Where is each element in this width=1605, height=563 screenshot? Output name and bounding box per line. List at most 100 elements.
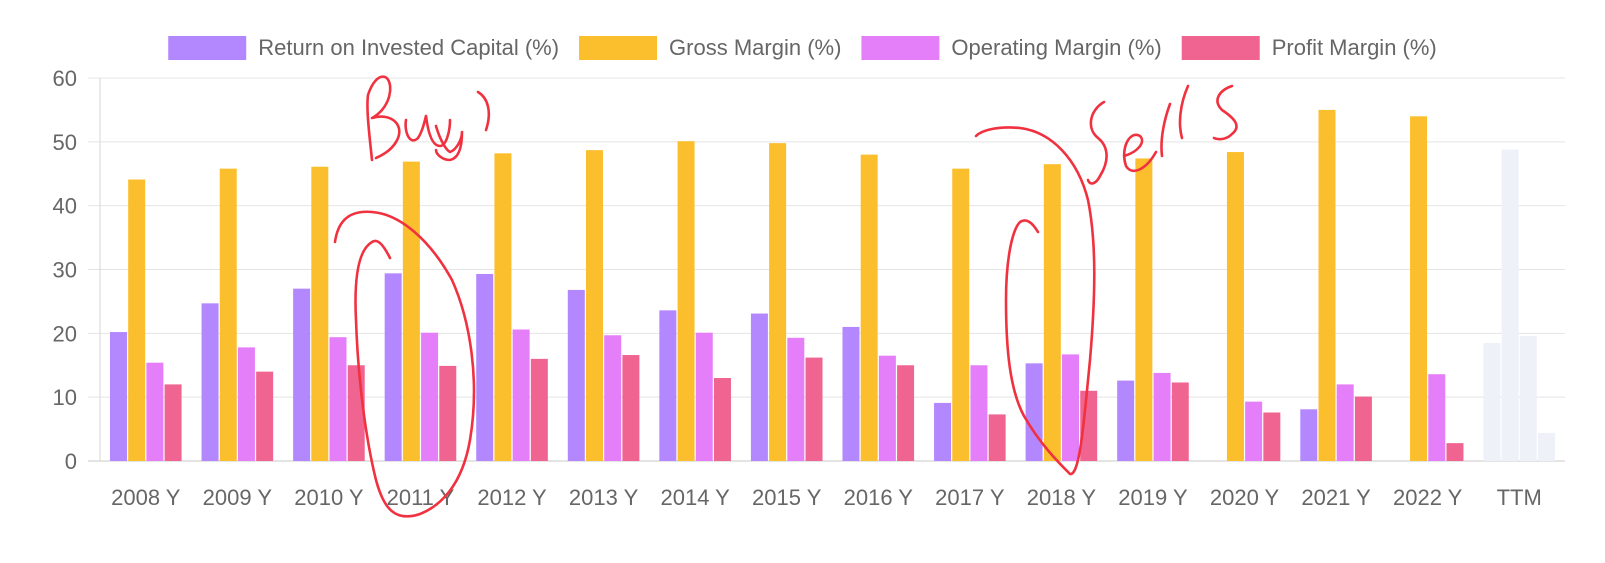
bar[interactable] xyxy=(1135,158,1153,461)
bar[interactable] xyxy=(1446,443,1464,461)
legend-label: Profit Margin (%) xyxy=(1272,35,1437,60)
sell-circle xyxy=(974,126,1096,476)
bar[interactable] xyxy=(219,168,237,462)
bar[interactable] xyxy=(604,335,622,461)
bar[interactable] xyxy=(659,310,677,461)
bar[interactable] xyxy=(1354,396,1372,461)
bar[interactable] xyxy=(585,150,603,462)
handwritten-annotations xyxy=(333,75,1238,518)
bar[interactable] xyxy=(567,289,585,461)
bar[interactable] xyxy=(237,347,255,461)
bar[interactable] xyxy=(787,337,805,461)
bar[interactable] xyxy=(402,161,420,461)
bar[interactable] xyxy=(1171,382,1189,461)
bar[interactable] xyxy=(970,365,988,461)
legend-swatch xyxy=(579,36,658,60)
x-tick-label: 2021 Y xyxy=(1301,485,1371,510)
bar[interactable] xyxy=(476,273,494,461)
bar[interactable] xyxy=(988,414,1006,461)
bar[interactable] xyxy=(897,365,915,461)
bar[interactable] xyxy=(201,303,219,461)
x-tick-label: 2015 Y xyxy=(752,485,822,510)
bar[interactable] xyxy=(1153,372,1171,461)
bar[interactable] xyxy=(347,365,365,461)
bar[interactable] xyxy=(1318,109,1336,462)
bar[interactable] xyxy=(677,141,695,461)
bar[interactable] xyxy=(805,357,823,461)
buy-annotation-mark xyxy=(366,75,491,162)
x-tick-label: 2018 Y xyxy=(1027,485,1097,510)
legend-item[interactable]: Return on Invested Capital (%) xyxy=(168,35,559,60)
bar[interactable] xyxy=(952,168,970,462)
legend-item[interactable]: Profit Margin (%) xyxy=(1181,35,1437,60)
bar[interactable] xyxy=(1336,384,1354,461)
y-tick-label: 40 xyxy=(53,194,77,219)
bar[interactable] xyxy=(128,179,146,461)
x-tick-label: 2022 Y xyxy=(1393,485,1463,510)
legend-item[interactable]: Gross Margin (%) xyxy=(579,35,841,60)
bar[interactable] xyxy=(1519,335,1537,461)
bar[interactable] xyxy=(1428,374,1446,461)
legend-item[interactable]: Operating Margin (%) xyxy=(861,35,1162,60)
x-tick-label: 2014 Y xyxy=(660,485,730,510)
bar[interactable] xyxy=(1410,116,1428,462)
bar[interactable] xyxy=(934,402,952,461)
bar[interactable] xyxy=(713,378,731,461)
bar[interactable] xyxy=(750,313,768,461)
bar[interactable] xyxy=(256,371,274,461)
x-tick-label: 2019 Y xyxy=(1118,485,1188,510)
legend-swatch xyxy=(168,36,247,60)
bars xyxy=(109,109,1556,462)
legend: Return on Invested Capital (%) Gross Marg… xyxy=(168,35,1437,60)
bar[interactable] xyxy=(1501,149,1519,461)
legend-swatch xyxy=(1181,36,1260,60)
y-tick-label: 30 xyxy=(53,258,77,283)
x-tick-label: 2020 Y xyxy=(1210,485,1280,510)
bar[interactable] xyxy=(1300,409,1318,461)
bar[interactable] xyxy=(329,337,347,461)
bar[interactable] xyxy=(1483,342,1501,461)
y-tick-label: 60 xyxy=(53,66,77,91)
bar[interactable] xyxy=(512,329,530,461)
bar[interactable] xyxy=(860,154,878,461)
bar[interactable] xyxy=(146,362,164,461)
bar[interactable] xyxy=(1263,412,1281,461)
bar[interactable] xyxy=(109,332,127,461)
bar[interactable] xyxy=(293,288,311,461)
bar[interactable] xyxy=(530,358,548,461)
bar[interactable] xyxy=(439,365,457,461)
bar[interactable] xyxy=(164,384,182,461)
bar[interactable] xyxy=(622,355,640,461)
bar[interactable] xyxy=(1025,363,1043,461)
x-tick-label: 2016 Y xyxy=(844,485,914,510)
x-tick-label: 2010 Y xyxy=(294,485,364,510)
y-tick-label: 10 xyxy=(53,385,77,410)
bar[interactable] xyxy=(494,153,512,461)
bar[interactable] xyxy=(1062,354,1080,461)
x-axis: 2008 Y 2009 Y 2010 Y 2011 Y 2012 Y 2013 Y 2014… xyxy=(111,485,1542,510)
y-tick-label: 20 xyxy=(53,321,77,346)
bar[interactable] xyxy=(1117,380,1135,461)
bar[interactable] xyxy=(842,326,860,461)
y-tick-label: 0 xyxy=(65,449,77,474)
bar[interactable] xyxy=(1043,164,1061,462)
bar[interactable] xyxy=(1245,401,1263,461)
bar[interactable] xyxy=(769,143,787,462)
x-tick-label: 2017 Y xyxy=(935,485,1005,510)
bar[interactable] xyxy=(384,273,402,461)
buy-circle xyxy=(333,210,476,518)
x-tick-label: 2012 Y xyxy=(477,485,547,510)
x-tick-label: 2008 Y xyxy=(111,485,181,510)
bar[interactable] xyxy=(1226,152,1244,461)
x-tick-label: 2013 Y xyxy=(569,485,639,510)
bar[interactable] xyxy=(311,166,329,461)
legend-label: Gross Margin (%) xyxy=(669,35,841,60)
bar[interactable] xyxy=(878,355,896,461)
legend-swatch xyxy=(861,36,940,60)
legend-label: Return on Invested Capital (%) xyxy=(258,35,559,60)
bar[interactable] xyxy=(421,332,439,461)
bar[interactable] xyxy=(1538,432,1556,461)
bar[interactable] xyxy=(695,332,713,461)
